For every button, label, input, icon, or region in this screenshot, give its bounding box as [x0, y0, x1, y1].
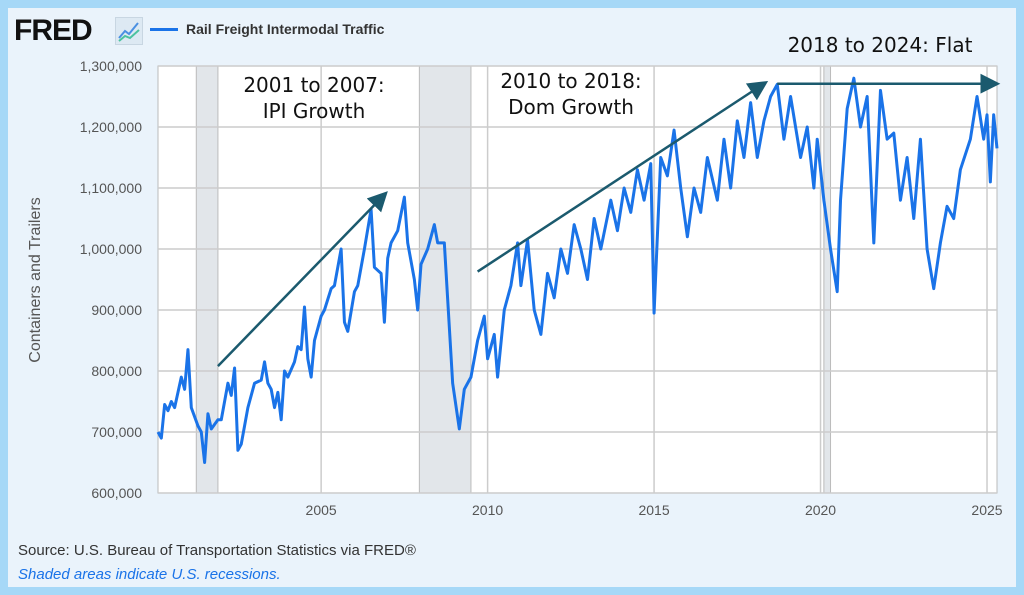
annotation-text: 2018 to 2024: Flat: [788, 33, 973, 57]
series-line: [156, 76, 999, 464]
y-tick-label: 900,000: [91, 302, 142, 318]
x-tick-label: 2005: [306, 502, 337, 518]
x-tick-label: 2015: [638, 502, 669, 518]
legend: Rail Freight Intermodal Traffic: [150, 21, 384, 37]
x-tick-label: 2025: [971, 502, 1002, 518]
y-tick-label: 600,000: [91, 485, 142, 501]
recession-band: [823, 65, 832, 494]
annotation-arrow: [217, 191, 388, 367]
x-tick-label: 2020: [805, 502, 836, 518]
y-tick-label: 1,300,000: [80, 58, 142, 74]
legend-label: Rail Freight Intermodal Traffic: [186, 21, 385, 37]
x-tick-label: 2010: [472, 502, 503, 518]
fred-logo[interactable]: FRED: [14, 14, 93, 47]
chart-line-icon: [115, 17, 143, 45]
y-tick-label: 700,000: [91, 424, 142, 440]
annotation-text: Dom Growth: [508, 95, 634, 119]
annotation-text: IPI Growth: [263, 99, 366, 123]
plot-area: [157, 65, 998, 494]
y-tick-label: 1,200,000: [80, 119, 142, 135]
legend-swatch: [150, 27, 178, 31]
annotation-text: 2001 to 2007:: [243, 73, 384, 97]
recession-note: Shaded areas indicate U.S. recessions.: [18, 566, 281, 583]
source-text: Source: U.S. Bureau of Transportation St…: [18, 542, 416, 559]
y-tick-label: 800,000: [91, 363, 142, 379]
annotation-arrow: [476, 80, 769, 273]
y-tick-label: 1,100,000: [80, 180, 142, 196]
y-axis-label: Containers and Trailers: [27, 197, 44, 362]
annotation-text: 2010 to 2018:: [500, 69, 641, 93]
y-tick-label: 1,000,000: [80, 241, 142, 257]
